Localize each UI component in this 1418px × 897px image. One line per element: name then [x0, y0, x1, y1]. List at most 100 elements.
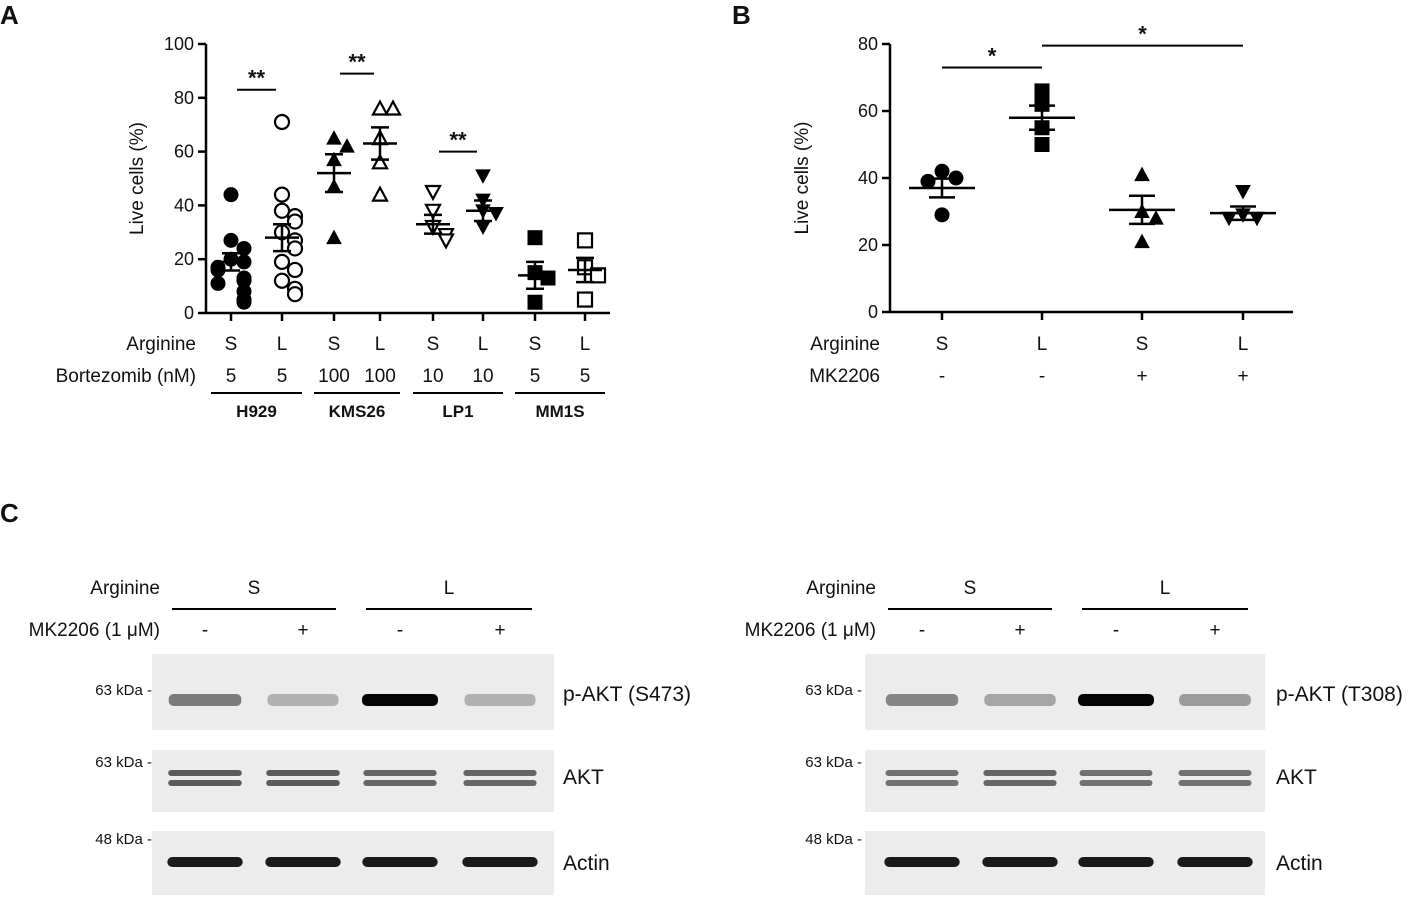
blot-row-label: Actin	[563, 852, 610, 875]
blot-band	[363, 770, 437, 776]
arginine-value: S	[936, 334, 949, 355]
row-label-mk2206: MK2206	[809, 366, 880, 387]
molecular-weight-marker: 48 kDa -	[95, 831, 152, 848]
data-point	[326, 229, 342, 245]
blot-band	[1179, 694, 1251, 706]
data-point	[286, 261, 304, 279]
mk2206-lane-label: +	[1209, 620, 1220, 641]
data-point	[1148, 210, 1164, 225]
blot-band	[167, 857, 243, 867]
y-axis-label: Live cells (%)	[792, 122, 813, 235]
arginine-group-label: S	[248, 578, 261, 599]
arginine-value: S	[1136, 334, 1149, 355]
blot-row-label: AKT	[563, 766, 604, 789]
molecular-weight-marker: 63 kDa -	[95, 754, 152, 771]
blot-band	[266, 780, 340, 786]
blot-band	[363, 780, 437, 786]
blot-band	[885, 694, 959, 706]
row-label-arginine: Arginine	[810, 334, 880, 355]
significance-label: *	[988, 43, 997, 68]
blot-row-label: p-AKT (T308)	[1276, 683, 1403, 706]
blot-band	[267, 694, 339, 706]
data-point	[576, 232, 594, 249]
arginine-value: S	[427, 334, 440, 355]
cell-line-label: H929	[236, 402, 277, 421]
mk2206-lane-label: -	[1113, 620, 1119, 641]
significance-label: **	[348, 50, 366, 75]
data-point	[488, 207, 504, 222]
arginine-group-label: S	[964, 578, 977, 599]
data-point	[1034, 83, 1050, 99]
data-point	[371, 153, 389, 170]
arginine-value: L	[375, 334, 386, 355]
blot-strip	[865, 654, 1265, 730]
row-label-bortezomib: Bortezomib (nM)	[56, 366, 196, 387]
data-point	[576, 291, 594, 308]
arginine-value: S	[328, 334, 341, 355]
blot-band	[1079, 780, 1153, 786]
arginine-row-label: Arginine	[806, 578, 876, 599]
data-point	[286, 286, 304, 303]
blot-band	[168, 770, 242, 776]
arginine-value: S	[529, 334, 542, 355]
blot-band	[1178, 780, 1252, 786]
data-point	[540, 270, 556, 286]
arginine-value: L	[277, 334, 288, 355]
mk2206-lane-label: -	[397, 620, 403, 641]
blot-band	[885, 780, 959, 786]
mk2206-value: -	[1039, 366, 1045, 387]
cell-line-label: KMS26	[329, 402, 386, 421]
western-blot-2: Arginine S L MK2206 (1 μM) - + - +63 kDa - p-AKT…	[745, 578, 1403, 895]
data-point	[339, 138, 355, 153]
y-axis-label: Live cells (%)	[127, 122, 148, 235]
chart-panel-b: 0 20 40 60 80 Live cells (%) * * Arginine MK2206 S…	[792, 22, 1293, 387]
data-point	[286, 240, 304, 257]
blot-band	[265, 857, 341, 867]
mk2206-lane-label: -	[919, 620, 925, 641]
panel-label-b: B	[732, 0, 751, 30]
blot-band	[984, 694, 1056, 706]
y-tick-label: 100	[164, 34, 194, 54]
blot-band	[1178, 770, 1252, 776]
molecular-weight-marker: 63 kDa -	[805, 682, 862, 699]
blot-band	[168, 694, 242, 706]
panel-label-c: C	[0, 498, 19, 528]
blot-band	[463, 780, 537, 786]
data-point	[384, 99, 402, 116]
mk2206-row-label: MK2206 (1 μM)	[745, 620, 876, 641]
data-point	[1134, 166, 1150, 182]
mk2206-lane-label: -	[202, 620, 208, 641]
molecular-weight-marker: 63 kDa -	[805, 754, 862, 771]
mk2206-lane-label: +	[1014, 620, 1025, 641]
data-point	[437, 233, 455, 250]
y-tick-label: 20	[858, 235, 878, 255]
y-tick-label: 20	[174, 249, 194, 269]
data-point	[934, 207, 950, 223]
row-label-arginine: Arginine	[126, 334, 196, 355]
blot-band	[1079, 770, 1153, 776]
mk2206-lane-label: +	[297, 620, 308, 641]
arginine-value: L	[580, 334, 591, 355]
blot-band	[1078, 857, 1154, 867]
blot-band	[168, 780, 242, 786]
significance-label: *	[1138, 22, 1147, 47]
mk2206-row-label: MK2206 (1 μM)	[29, 620, 160, 641]
bortezomib-value: 100	[318, 366, 350, 387]
arginine-row-label: Arginine	[90, 578, 160, 599]
blot-band	[983, 770, 1057, 776]
data-point	[1235, 184, 1251, 200]
data-point	[223, 232, 239, 248]
data-point	[273, 253, 291, 270]
data-point	[424, 203, 442, 221]
blot-band	[362, 694, 438, 706]
arginine-value: L	[1037, 334, 1048, 355]
blot-band	[1078, 694, 1154, 706]
data-point	[273, 186, 291, 203]
blot-band	[983, 780, 1057, 786]
data-point	[589, 267, 607, 284]
mk2206-lane-label: +	[494, 620, 505, 641]
data-point	[326, 130, 342, 145]
mk2206-value: +	[1237, 366, 1248, 387]
molecular-weight-marker: 48 kDa -	[805, 831, 862, 848]
